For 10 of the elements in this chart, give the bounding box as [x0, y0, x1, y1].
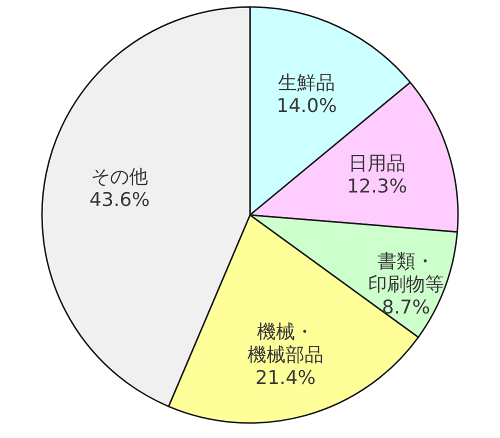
data-label: 8.7%	[382, 296, 430, 318]
data-label: 43.6%	[89, 188, 150, 211]
data-label: 21.4%	[255, 366, 316, 389]
slice-label: その他	[91, 166, 148, 188]
data-label: 12.3%	[346, 176, 408, 198]
slice-label: 生鮮品	[278, 72, 336, 94]
data-label: 14.0%	[276, 95, 337, 118]
slice-label: 日用品	[348, 152, 406, 175]
slice-label: 機械・機械部品	[248, 320, 324, 366]
slice-label: 書類・印刷物等	[368, 250, 444, 296]
